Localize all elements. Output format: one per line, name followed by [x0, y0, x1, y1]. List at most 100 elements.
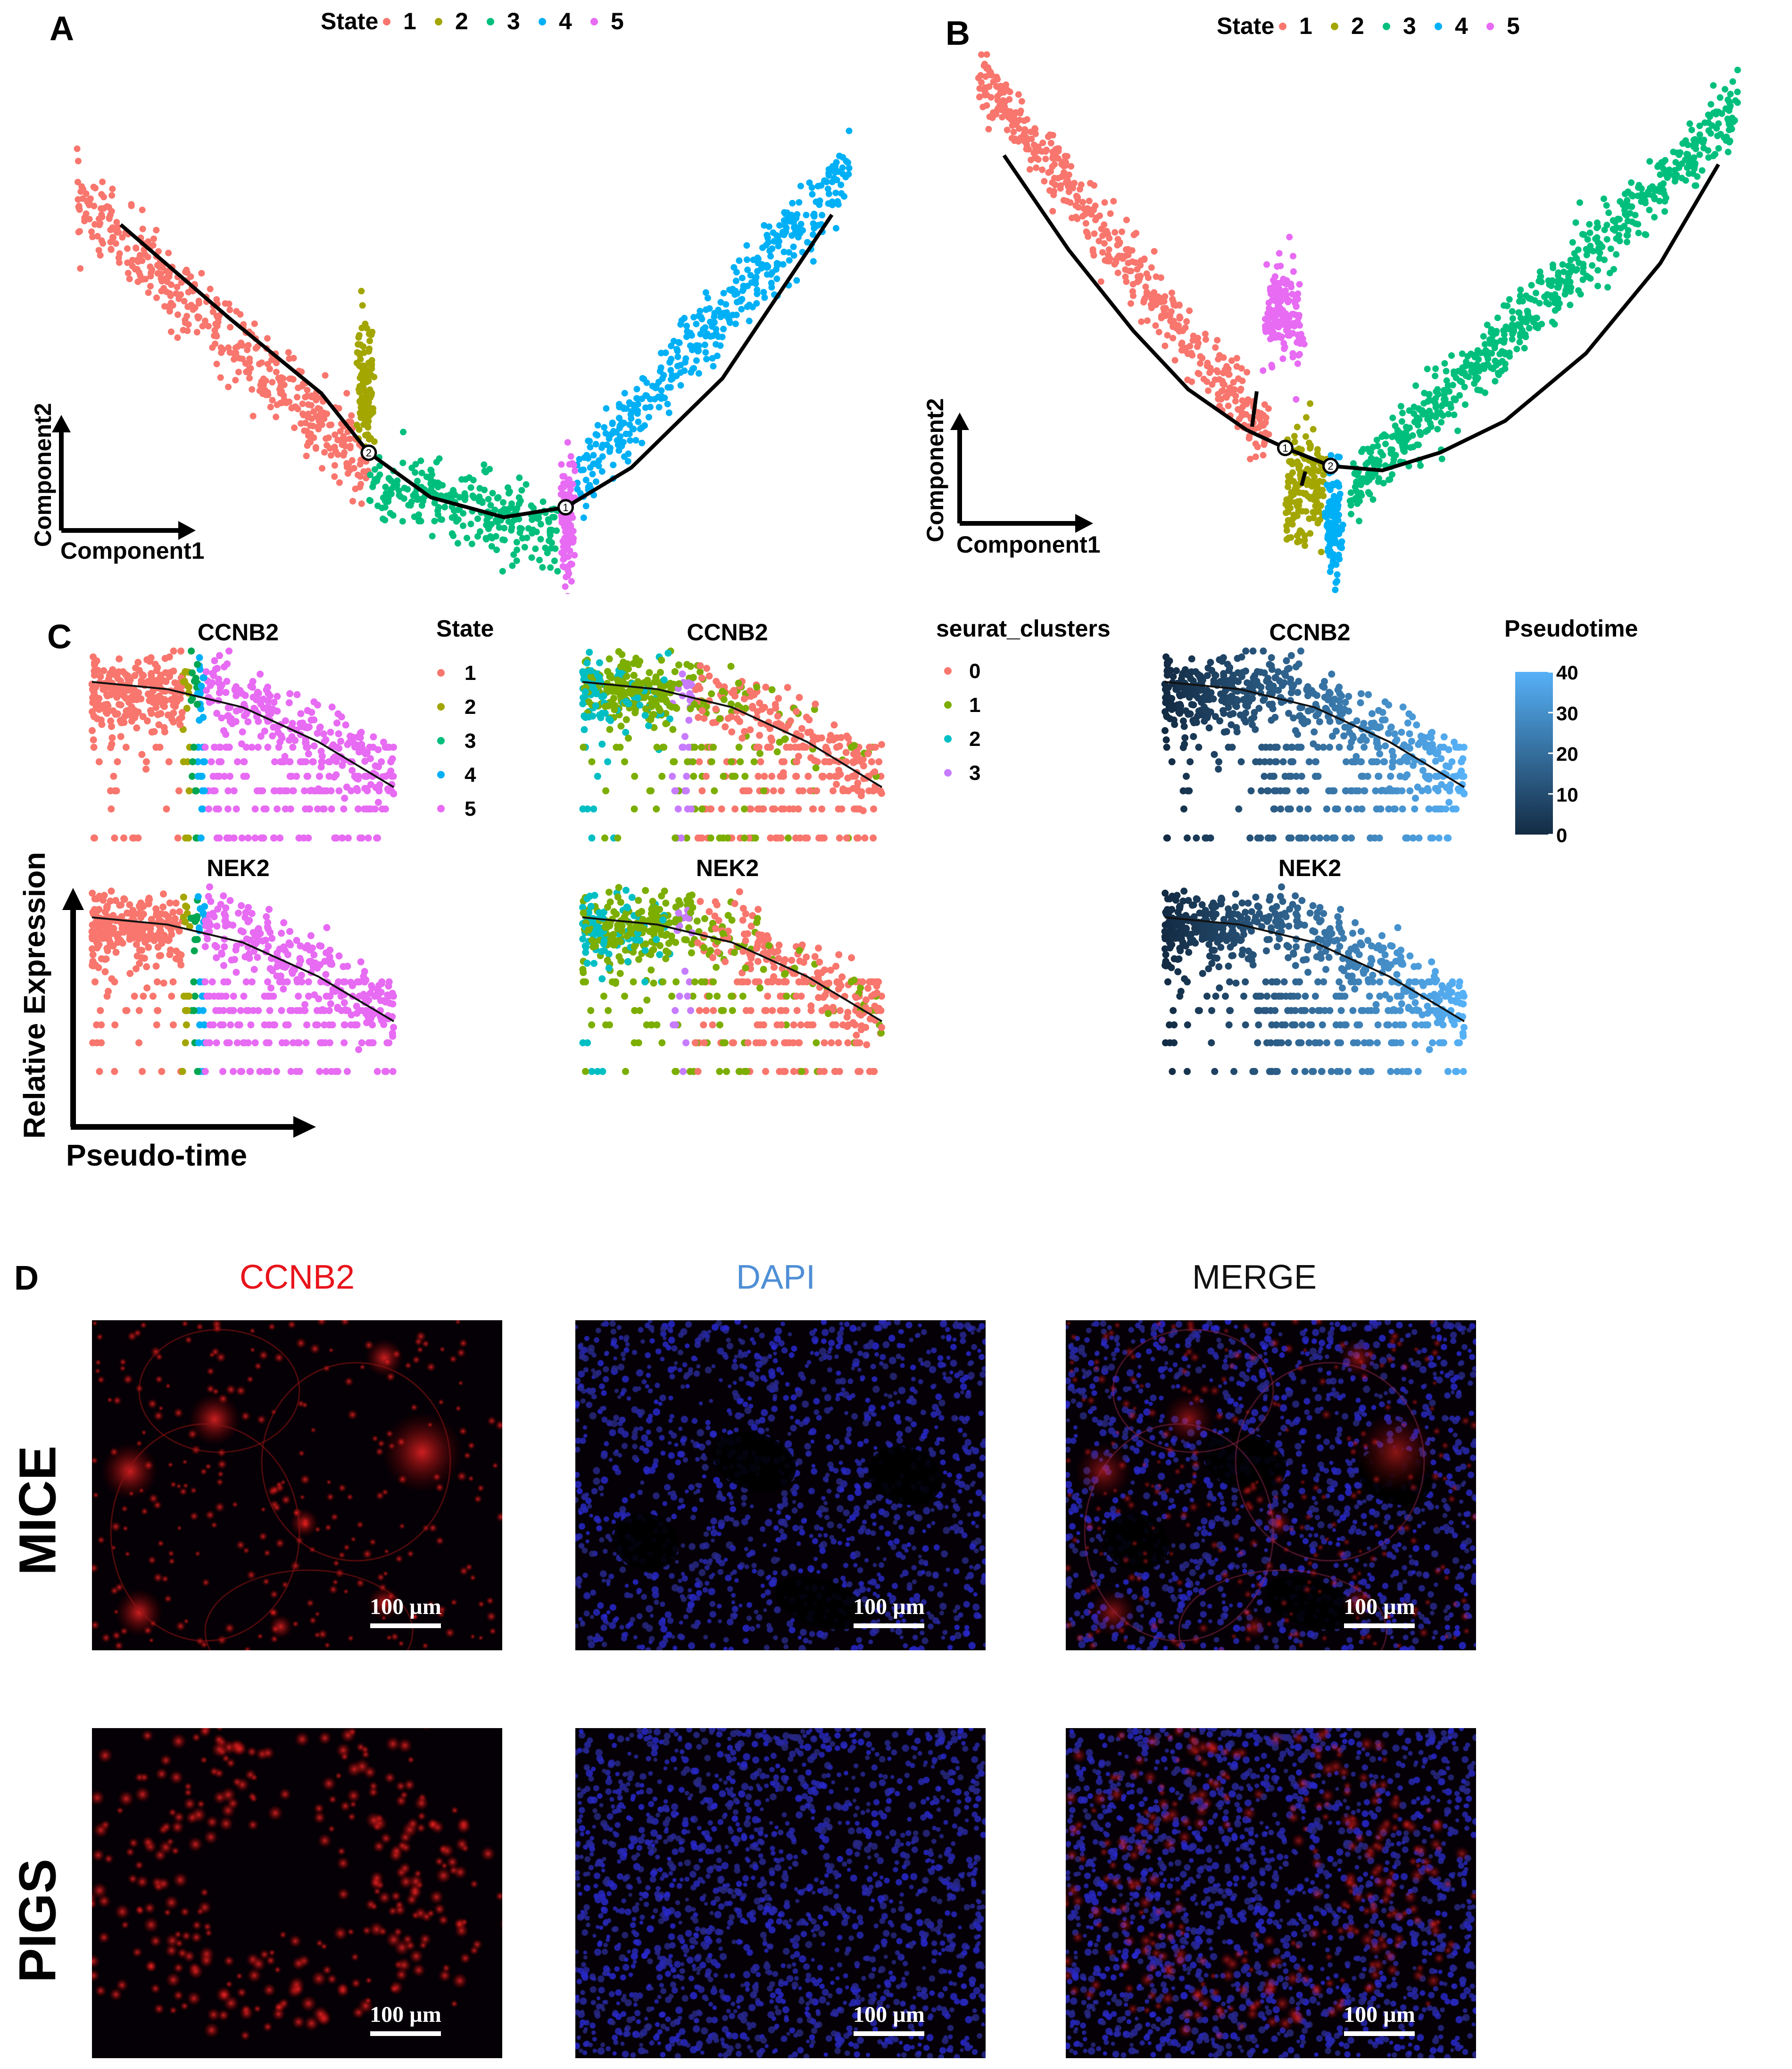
- expr-point-ccnb2-cluster: [617, 663, 624, 670]
- panel-b-point-state-1: [1020, 117, 1028, 124]
- expr-point-ccnb2-state: [349, 734, 357, 741]
- panel-a-point-state-1: [258, 359, 265, 366]
- expr-point-ccnb2-pseudotime: [1328, 670, 1336, 678]
- panel-b-point-state-3: [1440, 387, 1447, 394]
- panel-a-point-state-4: [585, 438, 592, 444]
- panel-a-point-state-5: [564, 527, 572, 534]
- panel-b-point-state-3: [1584, 236, 1591, 243]
- panel-a-point-state-3: [397, 493, 404, 500]
- expr-point-ccnb2-cluster: [588, 834, 596, 842]
- expr-point-ccnb2-cluster: [598, 710, 606, 717]
- expr-point-ccnb2-pseudotime: [1285, 710, 1293, 717]
- expr-point-ccnb2-cluster: [579, 668, 587, 676]
- panel-b-point-state-3: [1461, 369, 1468, 376]
- panel-b-point-state-3: [1528, 281, 1535, 289]
- panel-b-point-state-4: [1337, 544, 1344, 551]
- expr-point-ccnb2-cluster: [659, 744, 667, 751]
- panel-b-point-state-3: [1519, 318, 1526, 325]
- expr-point-ccnb2-pseudotime: [1319, 744, 1327, 751]
- panel-b-point-state-1: [1254, 443, 1261, 450]
- expr-point-ccnb2-cluster: [756, 699, 763, 707]
- expr-point-ccnb2-cluster: [752, 834, 759, 842]
- expr-point-ccnb2-cluster: [658, 695, 665, 703]
- panel-b-point-state-3: [1714, 132, 1721, 140]
- panel-b-point-state-3: [1369, 496, 1377, 503]
- panel-a-point-state-3: [468, 540, 475, 547]
- panel-a-point-state-3: [479, 499, 486, 506]
- panel-a-point-state-4: [677, 369, 684, 376]
- expr-point-ccnb2-state: [328, 805, 335, 813]
- panel-a-branch-point: [360, 444, 377, 461]
- expr-point-ccnb2-cluster: [756, 732, 763, 739]
- expr-point-ccnb2-state: [121, 712, 129, 720]
- expr-point-ccnb2-cluster: [622, 716, 630, 723]
- expr-point-ccnb2-pseudotime: [1292, 663, 1300, 670]
- panel-b-point-state-4: [1327, 563, 1335, 570]
- panel-a-point-state-1: [326, 422, 333, 429]
- expr-point-ccnb2-cluster: [707, 834, 714, 842]
- panel-b-point-state-3: [1380, 480, 1387, 487]
- expr-point-ccnb2-state: [295, 834, 303, 842]
- panel-a-point-state-4: [846, 165, 853, 172]
- panel-b-point-state-3: [1679, 140, 1686, 147]
- panel-b-point-state-1: [1068, 163, 1075, 170]
- expr-point-ccnb2-cluster: [586, 648, 593, 656]
- expr-point-ccnb2-pseudotime: [1194, 712, 1202, 720]
- expr-point-ccnb2-state: [175, 787, 183, 794]
- expr-point-ccnb2-cluster: [854, 751, 861, 758]
- expr-point-ccnb2-state: [281, 753, 289, 760]
- panel-a-point-state-1: [75, 179, 81, 186]
- expr-point-ccnb2-state: [103, 683, 111, 691]
- panel-b-point-state-2: [1283, 522, 1290, 530]
- expr-point-ccnb2-state: [251, 805, 259, 813]
- expr-point-ccnb2-pseudotime: [1251, 709, 1258, 716]
- expr-point-ccnb2-state: [138, 751, 146, 758]
- expr-point-ccnb2-state: [170, 667, 177, 675]
- panel-a-point-state-1: [126, 275, 133, 282]
- panel-b-point-state-3: [1357, 478, 1364, 485]
- panel-a-point-state-5: [568, 578, 575, 585]
- panel-b-point-state-5: [1278, 333, 1285, 340]
- panel-a-point-state-5: [566, 521, 573, 528]
- panel-a-point-state-4: [697, 331, 704, 338]
- panel-a-point-state-1: [249, 386, 256, 393]
- panel-b-branch-point: [1277, 439, 1294, 456]
- expr-point-ccnb2-state: [122, 744, 130, 751]
- panel-a-point-state-1: [291, 403, 298, 410]
- panel-a-point-state-4: [578, 466, 585, 473]
- panel-b-point-state-5: [1290, 253, 1296, 260]
- panel-a-point-state-1: [181, 298, 188, 305]
- expr-point-ccnb2-state: [281, 787, 288, 794]
- panel-a-point-state-3: [487, 502, 494, 509]
- panel-b-point-state-3: [1399, 409, 1406, 416]
- expr-point-ccnb2-state: [339, 761, 346, 769]
- panel-a-point-state-3: [481, 461, 488, 468]
- panel-a-point-state-3: [395, 487, 402, 494]
- panel-a-point-state-3: [489, 489, 496, 497]
- panel-a-point-state-1: [92, 184, 99, 191]
- panel-a-point-state-4: [599, 453, 606, 460]
- panel-b-point-state-3: [1572, 219, 1579, 226]
- expr-point-ccnb2-pseudotime: [1215, 758, 1222, 766]
- panel-a-point-state-4: [784, 209, 791, 216]
- panel-b-point-state-3: [1656, 198, 1663, 205]
- panel-a-point-state-4: [681, 314, 688, 322]
- panel-b-point-state-1: [1260, 452, 1267, 459]
- panel-a-point-state-4: [788, 232, 796, 239]
- expr-point-ccnb2-pseudotime: [1332, 728, 1340, 735]
- panel-b-point-state-1: [1151, 248, 1158, 255]
- panel-b-point-state-3: [1632, 212, 1639, 219]
- expr-point-ccnb2-state: [240, 758, 248, 766]
- panel-b-point-state-1: [1229, 389, 1236, 397]
- expr-point-ccnb2-pseudotime: [1227, 698, 1234, 705]
- panel-a-point-state-1: [251, 320, 258, 327]
- panel-b-point-state-3: [1496, 350, 1503, 357]
- panel-b-point-state-3: [1660, 187, 1667, 194]
- panel-b-point-state-2: [1290, 512, 1297, 518]
- expr-point-ccnb2-state: [189, 669, 196, 677]
- panel-a-point-state-4: [738, 306, 745, 313]
- panel-a-point-state-4: [746, 301, 753, 308]
- panel-a-point-state-4: [702, 324, 709, 331]
- panel-b-point-state-3: [1565, 262, 1572, 269]
